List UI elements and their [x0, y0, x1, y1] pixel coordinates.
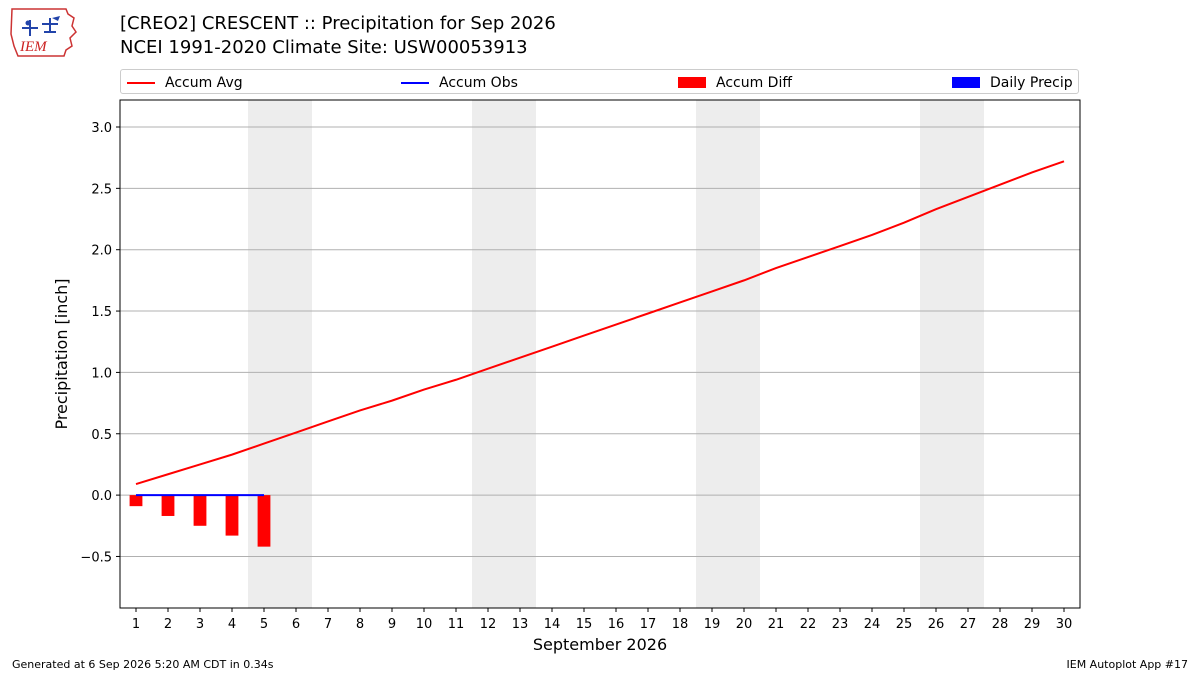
x-tick-label: 6 — [292, 617, 300, 632]
legend-item-accum-obs: Accum Obs — [401, 70, 518, 95]
x-tick-label: 30 — [1056, 617, 1073, 632]
bar-accum-diff — [129, 495, 143, 507]
logo-text: IEM — [19, 39, 48, 55]
legend-item-daily-precip: Daily Precip — [952, 70, 1073, 95]
y-tick-label: 1.5 — [91, 305, 112, 320]
weekend-band — [472, 100, 536, 608]
iem-logo: IEM — [10, 8, 77, 57]
x-tick-label: 23 — [832, 617, 849, 632]
x-tick-label: 22 — [800, 617, 817, 632]
x-tick-label: 8 — [356, 617, 364, 632]
y-tick-label: 2.0 — [91, 244, 112, 259]
weekend-band — [920, 100, 984, 608]
x-tick-label: 12 — [480, 617, 497, 632]
legend-swatch-accum-obs — [401, 81, 429, 84]
y-tick-label: 3.0 — [91, 121, 112, 136]
legend-swatch-accum-avg — [127, 81, 155, 84]
x-tick-label: 19 — [704, 617, 721, 632]
y-tick-label: 0.0 — [91, 489, 112, 504]
x-tick-label: 4 — [228, 617, 236, 632]
x-tick-label: 21 — [768, 617, 785, 632]
x-tick-label: 17 — [640, 617, 657, 632]
legend-swatch-daily-precip — [952, 77, 980, 88]
legend-swatch-accum-diff — [678, 77, 706, 88]
chart-legend: Accum Avg Accum Obs Accum Diff Daily Pre… — [120, 69, 1079, 94]
legend-label-accum-avg: Accum Avg — [165, 74, 243, 91]
legend-item-accum-diff: Accum Diff — [678, 70, 792, 95]
x-tick-label: 18 — [672, 617, 689, 632]
x-tick-label: 16 — [608, 617, 625, 632]
x-tick-label: 3 — [196, 617, 204, 632]
plot-frame — [119, 99, 1081, 609]
x-tick-label: 20 — [736, 617, 753, 632]
x-tick-label: 15 — [576, 617, 593, 632]
legend-label-accum-obs: Accum Obs — [439, 74, 518, 91]
x-tick-label: 26 — [928, 617, 945, 632]
x-tick-label: 13 — [512, 617, 529, 632]
y-tick-label: 1.0 — [91, 366, 112, 381]
y-axis-label: Precipitation [inch] — [52, 278, 71, 429]
x-axis-label: September 2026 — [533, 635, 667, 654]
x-tick-label: 10 — [416, 617, 433, 632]
x-tick-label: 9 — [388, 617, 396, 632]
bar-accum-diff — [193, 495, 207, 526]
x-tick-label: 1 — [132, 617, 140, 632]
bar-accum-diff — [257, 495, 271, 547]
weekend-band — [696, 100, 760, 608]
x-tick-label: 7 — [324, 617, 332, 632]
bar-accum-diff — [225, 495, 239, 536]
x-tick-label: 5 — [260, 617, 268, 632]
x-tick-label: 27 — [960, 617, 977, 632]
x-tick-label: 29 — [1024, 617, 1041, 632]
y-tick-label: 0.5 — [91, 428, 112, 443]
line-accum-avg — [135, 160, 1065, 486]
chart-subtitle: NCEI 1991-2020 Climate Site: USW00053913 — [120, 37, 528, 58]
chart-title: [CREO2] CRESCENT :: Precipitation for Se… — [120, 13, 556, 34]
x-tick-label: 2 — [164, 617, 172, 632]
legend-item-accum-avg: Accum Avg — [127, 70, 243, 95]
x-tick-label: 28 — [992, 617, 1009, 632]
x-tick-label: 24 — [864, 617, 881, 632]
x-tick-label: 11 — [448, 617, 465, 632]
x-tick-label: 14 — [544, 617, 561, 632]
y-tick-label: 2.5 — [91, 182, 112, 197]
bar-accum-diff — [161, 495, 175, 516]
legend-label-daily-precip: Daily Precip — [990, 74, 1073, 91]
legend-label-accum-diff: Accum Diff — [716, 74, 793, 91]
generated-timestamp: Generated at 6 Sep 2026 5:20 AM CDT in 0… — [12, 658, 274, 671]
y-tick-label: −0.5 — [80, 550, 112, 565]
app-credit: IEM Autoplot App #17 — [1066, 658, 1189, 671]
x-tick-label: 25 — [896, 617, 913, 632]
